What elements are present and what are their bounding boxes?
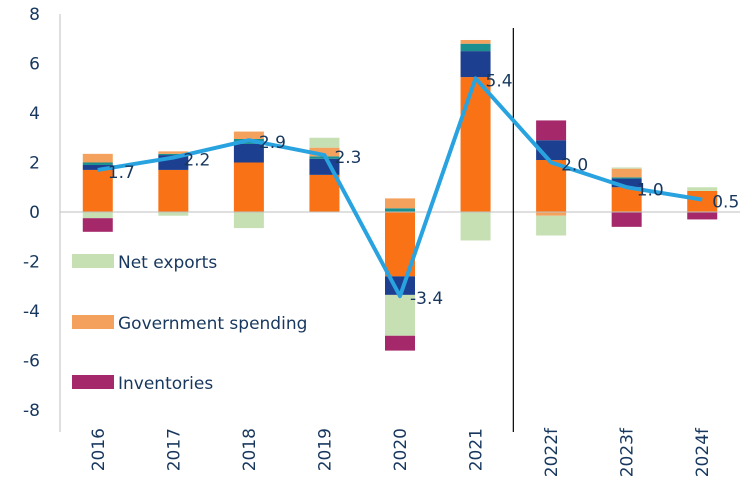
- x-tick-label: 2016: [89, 428, 109, 471]
- bar-segment: [611, 168, 642, 178]
- bar-segment: [233, 212, 264, 229]
- bar-segment: [309, 147, 340, 157]
- bar-segment: [233, 131, 264, 139]
- bar-segment: [611, 212, 642, 227]
- bar-segment: [611, 187, 642, 212]
- y-tick-label: -6: [23, 352, 40, 372]
- bar-segment: [309, 137, 340, 148]
- bar-segment: [687, 190, 718, 212]
- data-label: -3.4: [410, 289, 443, 309]
- bar-segment: [536, 212, 567, 216]
- legend-label: Government spending: [118, 314, 307, 334]
- total-growth-line: [97, 76, 703, 299]
- bar-segment: [611, 178, 642, 188]
- bar-segment: [611, 167, 642, 169]
- y-tick-label: 8: [29, 5, 40, 25]
- data-label: 1.0: [637, 180, 664, 200]
- bar-segment: [158, 153, 189, 156]
- data-label: 5.4: [486, 71, 513, 91]
- bar-segment: [460, 51, 491, 78]
- legend-label: Inventories: [118, 374, 213, 394]
- data-label: 2.3: [334, 148, 361, 168]
- data-label: 2.9: [259, 133, 286, 153]
- y-tick-label: -2: [23, 253, 40, 273]
- legend: Net exports Government spending Inventorie…: [72, 253, 307, 394]
- x-tick-label: 2023f: [618, 427, 638, 477]
- bar-segment: [82, 164, 113, 170]
- bar-segment: [460, 43, 491, 52]
- bar-segment: [687, 187, 718, 191]
- legend-swatch: [72, 375, 114, 389]
- bar-segment: [385, 198, 415, 209]
- bar-segment: [611, 177, 642, 179]
- x-tick-label: 2021: [467, 428, 487, 471]
- legend-swatch: [72, 254, 114, 268]
- y-tick-label: -8: [23, 401, 40, 421]
- legend-swatch: [72, 315, 114, 329]
- bar-segment: [536, 215, 567, 236]
- bar-segment: [82, 169, 113, 212]
- bar-segment: [687, 212, 718, 220]
- bar-segment: [385, 335, 415, 351]
- bar-segment: [233, 143, 264, 163]
- data-label: 1.7: [108, 163, 135, 183]
- bar-segment: [460, 77, 491, 212]
- legend-label: Net exports: [118, 253, 217, 273]
- data-labels: 1.7 2.2 2.9 2.3 -3.4 5.4 2.0 1.0 0.5: [108, 71, 739, 309]
- bar-segment: [460, 212, 491, 241]
- bar-segment: [385, 208, 415, 212]
- bar-segment: [460, 39, 491, 44]
- bar-segment: [82, 212, 113, 219]
- y-tick-label: 2: [29, 154, 40, 174]
- bar-segment: [536, 120, 567, 141]
- bar-segment: [82, 218, 113, 232]
- y-axis: 8 6 4 2 0 -2 -4 -6 -8: [23, 5, 40, 421]
- y-tick-label: -4: [23, 302, 40, 322]
- x-tick-label: 2022f: [542, 427, 562, 477]
- x-tick-label: 2018: [240, 428, 260, 471]
- x-tick-label: 2024f: [693, 427, 713, 477]
- data-label: 0.5: [712, 193, 739, 213]
- bar-segment: [536, 160, 567, 212]
- x-tick-label: 2019: [315, 428, 335, 471]
- bar-segment: [233, 162, 264, 212]
- y-tick-label: 6: [29, 55, 40, 75]
- stacked-bars: [82, 39, 718, 351]
- bar-segment: [309, 174, 340, 212]
- y-tick-label: 4: [29, 104, 40, 124]
- zero-axis: [59, 14, 740, 432]
- bar-segment: [158, 212, 189, 216]
- bar-segment: [158, 169, 189, 212]
- x-tick-label: 2017: [164, 428, 184, 471]
- growth-line: [97, 76, 703, 299]
- x-tick-label: 2020: [391, 428, 411, 471]
- bar-segment: [158, 151, 189, 154]
- bar-segment: [385, 294, 415, 336]
- data-label: 2.0: [561, 156, 588, 176]
- y-tick-label: 0: [29, 203, 40, 223]
- bar-segment: [82, 153, 113, 163]
- bar-segment: [82, 162, 113, 165]
- x-axis: 2016 2017 2018 2019 2020 2021 2022f 2023f 2024f: [89, 427, 713, 477]
- data-label: 2.2: [183, 151, 210, 171]
